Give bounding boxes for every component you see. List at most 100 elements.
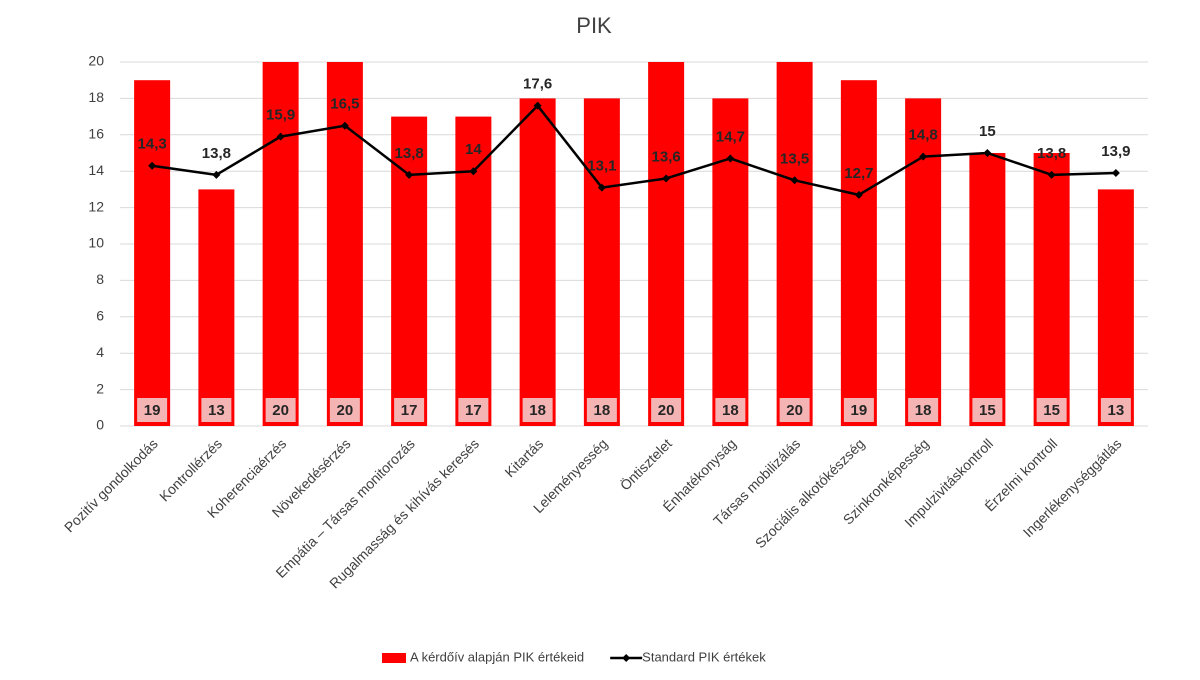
line-label: 14,8 — [909, 127, 938, 144]
bar — [1097, 189, 1134, 426]
bar-label: 18 — [915, 402, 932, 419]
line-marker — [1047, 170, 1056, 179]
line-label: 15 — [979, 123, 996, 140]
bar-label-box — [458, 398, 489, 422]
x-tick-label: Kontrollérzés — [156, 435, 225, 504]
line-label: 13,5 — [780, 150, 809, 167]
bar-label-box — [972, 398, 1003, 422]
bar-label: 17 — [465, 402, 482, 419]
bar-label-box — [137, 398, 168, 422]
line-label: 15,9 — [266, 107, 295, 124]
line-label: 13,1 — [587, 158, 616, 175]
bar-label-box — [1036, 398, 1067, 422]
line-marker — [148, 161, 157, 170]
bar-label: 15 — [1043, 402, 1060, 419]
line-label: 17,6 — [523, 76, 552, 93]
bar-label: 20 — [658, 402, 675, 419]
line-marker — [340, 121, 349, 130]
line-marker — [405, 170, 414, 179]
line-label: 13,8 — [1037, 145, 1066, 162]
bar-label: 18 — [529, 402, 546, 419]
y-tick-label: 14 — [88, 162, 104, 178]
bar-label: 17 — [401, 402, 418, 419]
bar-label-box — [586, 398, 617, 422]
legend-label: Standard PIK értékek — [642, 649, 766, 664]
bar — [969, 153, 1006, 426]
bar-label: 13 — [1108, 402, 1125, 419]
line-marker — [469, 167, 478, 176]
bar-label: 13 — [208, 402, 225, 419]
x-tick-label: Pozitív gondolkodás — [61, 435, 161, 535]
legend-label: A kérdőív alapján PIK értékeid — [410, 649, 584, 664]
bar — [198, 189, 235, 426]
bar-label-box — [394, 398, 425, 422]
y-tick-label: 4 — [96, 344, 104, 360]
line-marker — [1111, 169, 1120, 178]
y-tick-label: 2 — [96, 380, 104, 396]
line-marker — [854, 190, 863, 199]
line-label: 13,8 — [202, 145, 231, 162]
bar-label-box — [715, 398, 746, 422]
line-marker — [919, 152, 928, 161]
x-tick-label: Szociális alkotókészség — [752, 435, 868, 551]
bar — [776, 62, 813, 426]
bar — [455, 116, 492, 426]
line-marker — [212, 170, 221, 179]
bar-label: 18 — [594, 402, 611, 419]
x-tick-label: Kitartás — [501, 435, 546, 480]
line — [151, 104, 1116, 197]
bar-label-box — [522, 398, 553, 422]
y-tick-label: 20 — [88, 53, 104, 69]
y-tick-label: 10 — [88, 235, 104, 251]
bar-label-box — [329, 398, 360, 422]
x-tick-label: Empátia – Társas monitorozás — [272, 435, 417, 580]
bar-label: 20 — [272, 402, 289, 419]
legend-swatch — [382, 653, 406, 663]
bar-label-box — [201, 398, 232, 422]
bar — [326, 62, 363, 426]
bar — [712, 98, 749, 427]
bar-label: 15 — [979, 402, 996, 419]
line-label: 16,5 — [330, 96, 359, 113]
bar-label-box — [779, 398, 810, 422]
y-tick-label: 6 — [96, 308, 104, 324]
bar-label-box — [908, 398, 939, 422]
line-marker — [726, 154, 735, 163]
line-label: 13,8 — [395, 145, 424, 162]
line-label: 14 — [465, 141, 482, 158]
bar — [262, 62, 299, 426]
x-tick-label: Öntisztelet — [616, 435, 675, 494]
bar — [648, 62, 685, 426]
bar — [391, 116, 428, 426]
line-marker — [662, 174, 671, 183]
bar-label: 20 — [337, 402, 354, 419]
line-marker — [790, 176, 799, 185]
y-tick-label: 12 — [88, 198, 104, 214]
bar-label: 20 — [786, 402, 803, 419]
bar-label-box — [651, 398, 682, 422]
y-tick-label: 16 — [88, 126, 104, 142]
chart-title: PIK — [576, 13, 612, 38]
bar — [905, 98, 942, 427]
line-marker — [276, 132, 285, 141]
bar — [134, 80, 171, 426]
bar-label-box — [265, 398, 296, 422]
bar — [840, 80, 877, 426]
bar — [1033, 153, 1070, 426]
y-tick-label: 0 — [96, 417, 104, 433]
line-label: 14,3 — [138, 136, 167, 153]
bar — [519, 98, 556, 427]
line-marker — [597, 183, 606, 192]
bar — [583, 98, 620, 427]
bar-label: 19 — [144, 402, 161, 419]
legend-marker — [622, 654, 631, 662]
line-label: 12,7 — [844, 165, 873, 182]
line-marker — [533, 101, 542, 110]
y-tick-label: 8 — [96, 271, 104, 287]
bar-label: 19 — [851, 402, 868, 419]
y-tick-label: 18 — [88, 89, 104, 105]
line-marker — [983, 149, 992, 157]
line-label: 14,7 — [716, 128, 745, 145]
bar-label: 18 — [722, 402, 739, 419]
